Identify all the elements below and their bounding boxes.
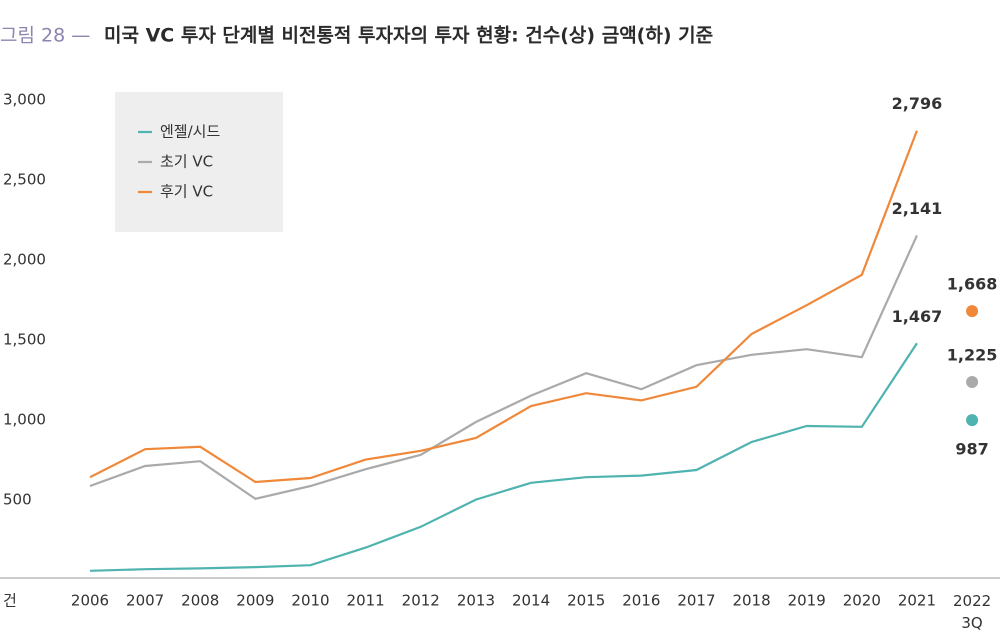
x-tick-label: 2009 [236,592,274,610]
figure-label: 그림 28 — [0,25,90,47]
x-tick-label: 2008 [181,592,219,610]
x-tick-label: 2014 [512,592,550,610]
y-tick-label: 1,000 [3,411,46,429]
data-label: 1,668 [947,275,998,294]
x-tick-label: 2019 [788,592,826,610]
legend-label: 초기 VC [160,153,213,171]
x-tick-label: 2022 3Q [953,592,991,632]
data-label: 1,225 [947,346,998,365]
x-tick-label: 2015 [567,592,605,610]
y-unit: 건 [3,592,17,610]
legend-label: 엔젤/시드 [160,123,220,141]
point [966,376,979,388]
data-label: 987 [955,440,988,459]
line [89,130,918,484]
y-tick-label: 2,000 [3,251,46,269]
chart-title: 미국 VC 투자 단계별 비전통적 투자자의 투자 현황: 건수(상) 금액(하… [104,24,713,47]
x-tick-label: 2013 [457,592,495,610]
point [966,305,979,318]
y-tick-label: 2,500 [3,171,46,189]
point [966,414,979,427]
y-tick-label: 1,500 [3,331,46,349]
legend-label: 후기 VC [160,183,213,201]
line [89,342,918,572]
data-label: 2,141 [892,199,943,218]
y-tick-label: 3,000 [3,91,46,109]
x-tick-label: 2018 [732,592,770,610]
y-tick-label: 500 [3,491,32,509]
x-tick-label: 2006 [71,592,109,610]
x-tick-label: 2010 [291,592,329,610]
x-tick-label: 2016 [622,592,660,610]
data-label: 2,796 [892,94,943,113]
x-tick-label: 2011 [347,592,385,610]
data-label: 1,467 [892,307,943,326]
x-tick-label: 2012 [402,592,440,610]
x-tick-label: 2021 [898,592,936,610]
x-tick-label: 2020 [843,592,881,610]
line [89,234,918,500]
x-tick-label: 2017 [677,592,715,610]
x-tick-label: 2007 [126,592,164,610]
